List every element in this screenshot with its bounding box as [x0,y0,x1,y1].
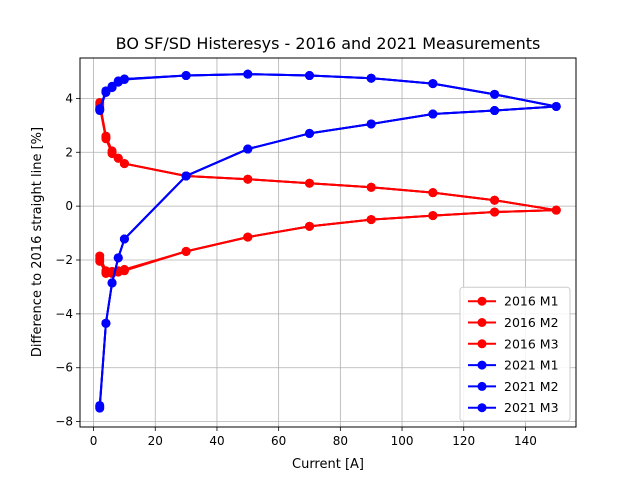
y-tick-label: −6 [55,361,73,375]
x-axis-label: Current [A] [292,457,364,472]
legend-swatch-marker [477,360,487,370]
series-2016-m3 [95,101,561,278]
legend-label: 2021 M2 [504,379,559,394]
data-point [113,253,123,263]
legend-box [459,286,571,422]
series-2016-m1 [95,97,561,276]
legend-swatch-marker [477,296,487,306]
y-tick-label: −2 [55,253,73,267]
data-point [181,71,191,81]
data-point [119,234,129,244]
data-point [113,77,123,87]
data-point [304,71,314,81]
data-point [428,211,438,221]
data-point [243,69,253,79]
data-point [101,134,111,144]
x-tick-label: 80 [333,434,348,448]
data-point [366,119,376,129]
plot-frame [79,57,577,428]
x-tick-label: 60 [271,434,286,448]
data-point [366,182,376,192]
y-tick-label: 2 [65,145,73,159]
data-point [181,171,191,181]
data-point [107,278,117,288]
data-point [490,207,500,217]
legend-item: 2021 M1 [468,358,559,373]
data-point [366,73,376,83]
data-point [101,318,111,328]
legend-swatch-marker [477,381,487,391]
x-tick-label: 120 [452,434,475,448]
data-point [243,174,253,184]
y-tick-label: 0 [65,199,73,213]
data-point [95,256,105,266]
data-point [101,268,111,278]
legend-item: 2016 M3 [468,336,559,351]
data-point [95,403,105,413]
data-point [428,188,438,198]
series-2016-m2 [95,99,561,277]
data-point [490,106,500,116]
data-point [551,205,561,215]
legend-item: 2016 M2 [468,315,559,330]
x-axis: 0 20 40 60 80 100 120 140 [90,427,537,448]
data-point [107,149,117,159]
legend-label: 2021 M3 [504,400,559,415]
data-point [551,101,561,111]
legend-label: 2016 M2 [504,315,559,330]
data-point [490,89,500,99]
y-axis: −8 −6 −4 −2 0 2 4 [55,91,80,429]
legend-swatch-marker [477,339,487,349]
data-point [101,87,111,97]
x-tick-label: 0 [90,434,98,448]
series-layer [95,69,561,413]
data-point [304,221,314,231]
x-tick-label: 40 [209,434,224,448]
data-point [428,79,438,89]
data-point [119,266,129,276]
legend-label: 2016 M3 [504,336,559,351]
data-point [304,178,314,188]
data-point [366,215,376,225]
x-tick-label: 100 [391,434,414,448]
data-point [428,109,438,119]
y-axis-label: Difference to 2016 straight line [%] [30,127,45,357]
legend-swatch-marker [477,318,487,327]
legend: 2016 M1 2016 M2 2016 M3 2021 M1 2021 M2 2021 … [459,286,571,422]
legend-item: 2021 M2 [468,379,559,394]
legend-item: 2021 M3 [468,400,559,415]
data-point [490,195,500,205]
legend-swatch-marker [477,403,487,413]
data-point [95,106,105,116]
data-point [119,159,129,169]
series-line [98,104,558,274]
data-point [243,144,253,154]
x-tick-label: 20 [148,434,163,448]
data-point [107,83,117,93]
data-point [113,153,123,163]
chart-title: BO SF/SD Histeresys - 2016 and 2021 Meas… [116,34,541,53]
data-point [304,128,314,138]
y-tick-label: −4 [55,307,73,321]
data-point [243,232,253,242]
x-tick-label: 140 [514,434,537,448]
data-point [181,246,191,256]
series-line [98,102,558,273]
legend-label: 2016 M1 [504,294,559,309]
legend-item: 2016 M1 [468,294,559,309]
series-2021-m3 [95,69,561,413]
legend-label: 2021 M1 [504,358,559,373]
y-tick-label: 4 [65,91,73,105]
y-tick-label: −8 [55,415,73,429]
